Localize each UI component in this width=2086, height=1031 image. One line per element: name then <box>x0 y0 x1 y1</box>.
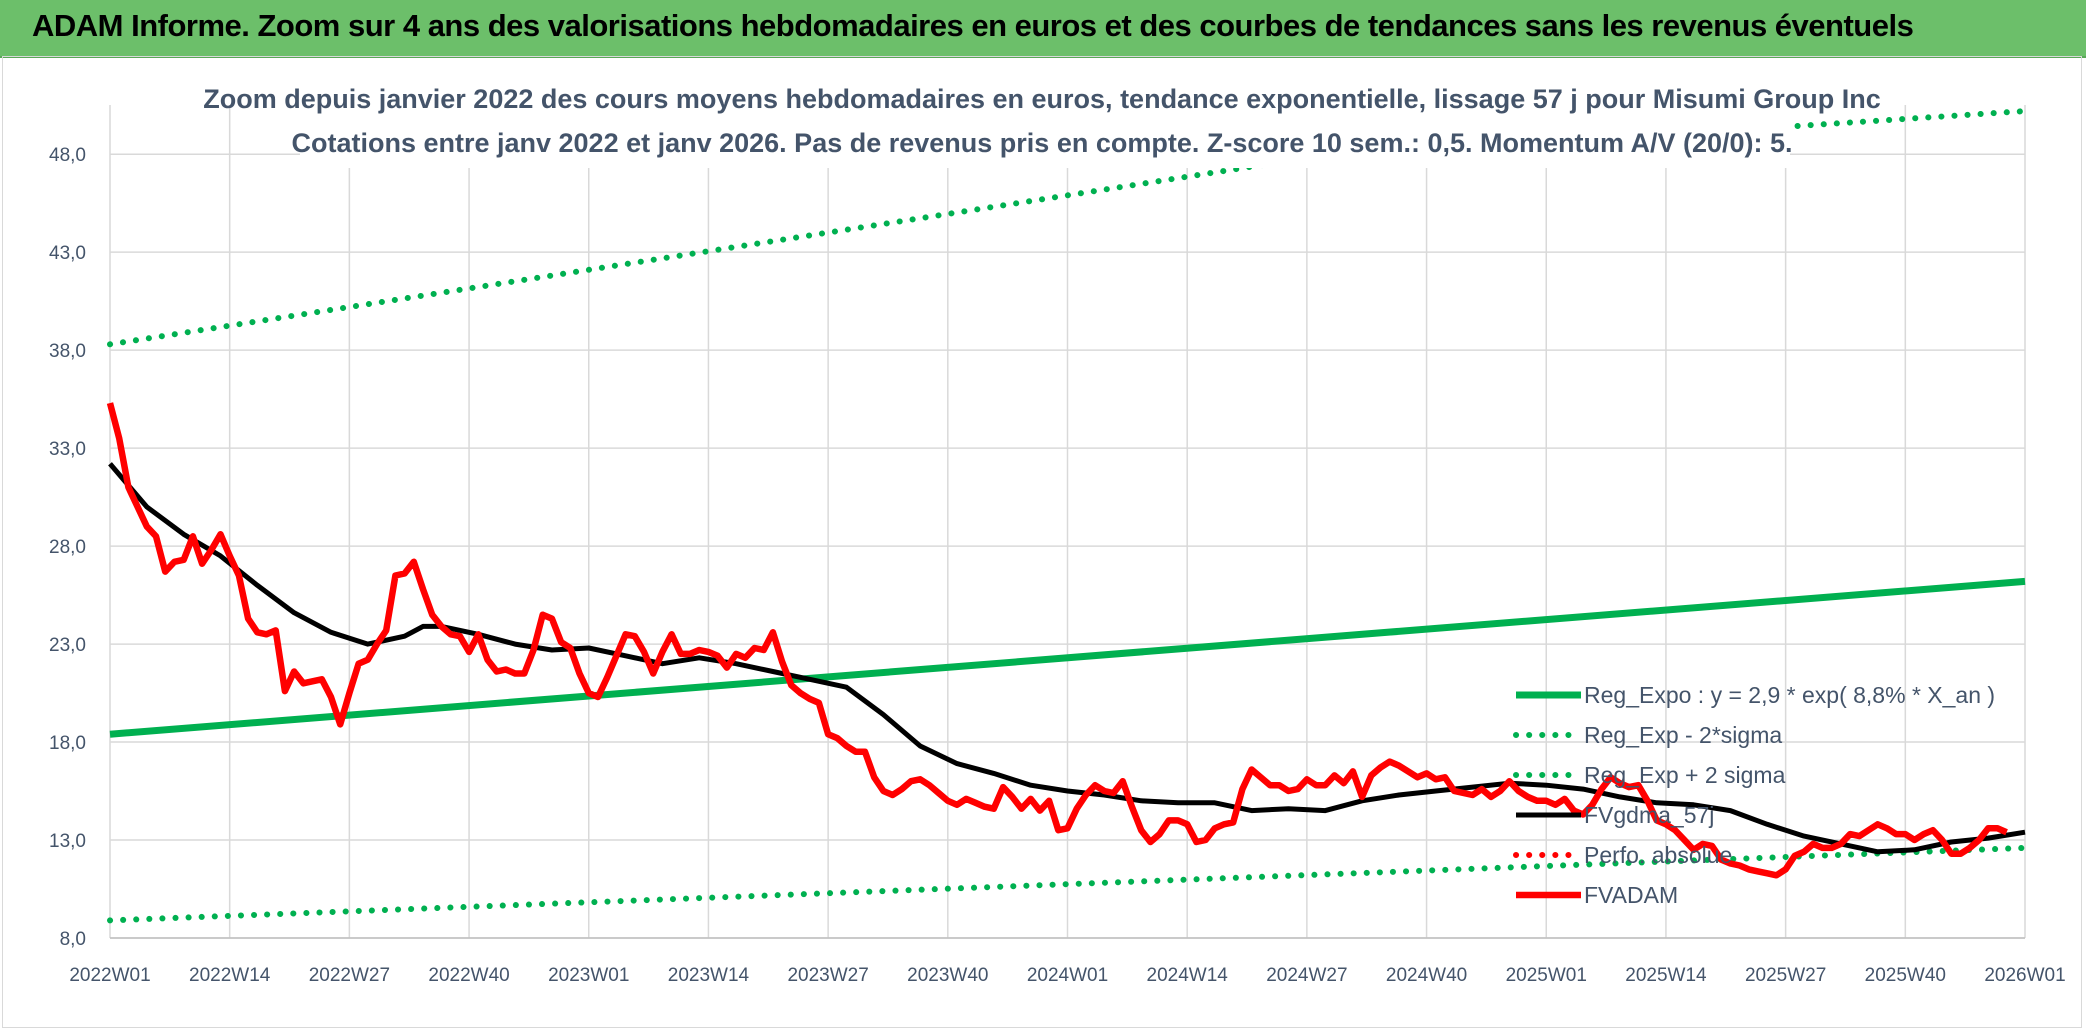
series-line-1 <box>107 844 2028 924</box>
x-tick-label: 2025W40 <box>1865 965 1946 986</box>
legend-label: Perfo. absolue <box>1584 842 1732 868</box>
y-tick-label: 23,0 <box>49 635 86 656</box>
legend-label: FVgdma_57j <box>1584 802 1714 828</box>
x-tick-label: 2022W01 <box>69 965 150 986</box>
x-tick-label: 2023W27 <box>787 965 868 986</box>
series-line-0 <box>109 577 2026 738</box>
series-line-3 <box>108 462 2026 855</box>
y-tick-label: 13,0 <box>49 831 86 852</box>
x-tick-label: 2022W40 <box>428 965 509 986</box>
x-tick-label: 2023W14 <box>668 965 750 986</box>
chart-frame <box>2 56 2082 1028</box>
x-tick-label: 2026W01 <box>1984 965 2065 986</box>
x-tick-label: 2024W01 <box>1027 965 1108 986</box>
y-tick-label: 28,0 <box>49 537 86 558</box>
report-title: ADAM Informe. Zoom sur 4 ans des valoris… <box>32 8 1914 43</box>
legend-label: Reg_Exp + 2 sigma <box>1584 762 1786 788</box>
x-tick-label: 2023W40 <box>907 965 988 986</box>
y-tick-label: 33,0 <box>49 439 86 460</box>
x-tick-label: 2024W40 <box>1386 965 1467 986</box>
y-tick-label: 43,0 <box>49 243 86 264</box>
x-tick-label: 2023W01 <box>548 965 629 986</box>
chart-title: Zoom depuis janvier 2022 des cours moyen… <box>203 84 1881 114</box>
legend-label: Reg_Expo : y = 2,9 * exp( 8,8% * X_an ) <box>1584 682 1995 708</box>
y-tick-label: 38,0 <box>49 341 86 362</box>
x-tick-label: 2025W01 <box>1506 965 1587 986</box>
x-tick-label: 2022W27 <box>309 965 390 986</box>
x-tick-label: 2022W14 <box>189 965 271 986</box>
chart-subtitle: Cotations entre janv 2022 et janv 2026. … <box>291 128 1792 158</box>
y-tick-label: 18,0 <box>49 733 86 754</box>
legend-label: FVADAM <box>1584 882 1678 908</box>
legend-label: Reg_Exp - 2*sigma <box>1584 722 1782 748</box>
x-tick-label: 2025W27 <box>1745 965 1826 986</box>
y-tick-label: 8,0 <box>60 929 86 950</box>
y-axis-ticks: 8,0 13,0 18,0 23,0 28,0 33,0 38,0 43,0 48,0 <box>49 145 86 950</box>
x-tick-label: 2024W27 <box>1266 965 1347 986</box>
y-tick-label: 48,0 <box>49 145 86 166</box>
legend: Reg_Expo : y = 2,9 * exp( 8,8% * X_an ) R… <box>1513 682 1995 908</box>
series-line-5 <box>106 402 2008 879</box>
x-tick-label: 2024W14 <box>1147 965 1229 986</box>
title-backdrop <box>300 78 1790 168</box>
x-axis-ticks: 2022W01 2022W14 2022W27 2022W40 2023W01 2023W… <box>69 965 2065 986</box>
report-banner: ADAM Informe. Zoom sur 4 ans des valoris… <box>0 0 2086 58</box>
x-tick-label: 2025W14 <box>1625 965 1707 986</box>
